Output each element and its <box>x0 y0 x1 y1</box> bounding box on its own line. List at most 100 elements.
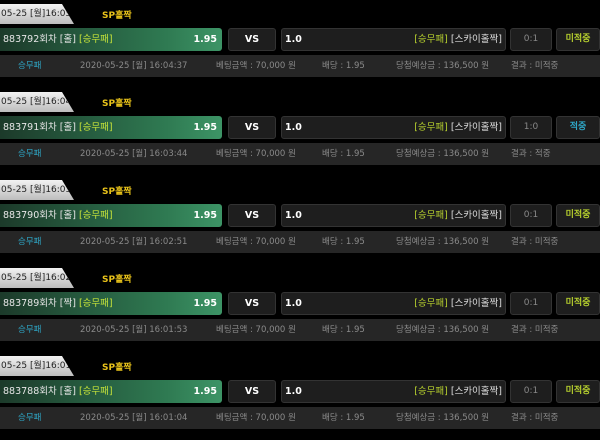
away-name: [스카이홀짝] <box>450 386 502 397</box>
result-badge: 미적중 <box>556 380 600 403</box>
bet-entry: 05-25 [월]16:03 SP홀짝 883790회차 [홀] [승무패] 1… <box>0 176 600 264</box>
bet-datetime: 2020-05-25 [월] 16:04:37 <box>80 61 188 71</box>
bet-header-tab: 05-25 [월]16:03 <box>0 180 74 200</box>
away-odds: 1.0 <box>285 298 302 309</box>
bet-datetime: 2020-05-25 [월] 16:01:04 <box>80 413 188 423</box>
vs-button[interactable]: VS <box>228 292 276 315</box>
home-odds: 1.95 <box>193 386 217 397</box>
bet-datetime: 2020-05-25 [월] 16:02:51 <box>80 237 188 247</box>
away-name: [스카이홀짝] <box>450 298 502 309</box>
bet-header-tab: 05-25 [월]16:04 <box>0 92 74 112</box>
bet-info-row: 승무패 2020-05-25 [월] 16:01:04 베팅금액 : 70,00… <box>0 407 600 429</box>
game-name: SP홀짝 <box>102 11 132 21</box>
home-odds: 1.95 <box>193 298 217 309</box>
away-bet-type: [승무패] <box>414 298 448 309</box>
away-odds: 1.0 <box>285 386 302 397</box>
result-text: 결과 : 미적중 <box>511 237 559 247</box>
away-bet-type: [승무패] <box>414 210 448 221</box>
bet-amount: 베팅금액 : 70,000 원 <box>216 413 296 423</box>
away-pick-button[interactable]: 1.0 [승무패] [스카이홀짝] <box>281 28 506 51</box>
away-odds: 1.0 <box>285 122 302 133</box>
game-name: SP홀짝 <box>102 275 132 285</box>
info-type: 승무패 <box>18 149 42 159</box>
info-type: 승무패 <box>18 413 42 423</box>
bet-amount: 베팅금액 : 70,000 원 <box>216 149 296 159</box>
side: [짝] <box>59 298 76 309</box>
bet-type: [승무패] <box>78 386 113 397</box>
home-pick-button[interactable]: 883791회차 [홀] [승무패] 1.95 <box>0 116 222 139</box>
bet-type: [승무패] <box>78 34 113 45</box>
away-pick-button[interactable]: 1.0 [승무패] [스카이홀짝] <box>281 380 506 403</box>
round: 883788회차 <box>3 386 57 397</box>
expected-payout: 당첨예상금 : 136,500 원 <box>396 413 490 423</box>
side: [홀] <box>59 122 76 133</box>
round: 883789회차 <box>3 298 57 309</box>
odds-info: 배당 : 1.95 <box>322 413 365 423</box>
bet-datetime: 2020-05-25 [월] 16:03:44 <box>80 149 188 159</box>
away-bet-type: [승무패] <box>414 386 448 397</box>
side: [홀] <box>59 210 76 221</box>
odds-info: 배당 : 1.95 <box>322 237 365 247</box>
round: 883792회차 <box>3 34 57 45</box>
away-bet-type: [승무패] <box>414 34 448 45</box>
odds-info: 배당 : 1.95 <box>322 61 365 71</box>
bet-type: [승무패] <box>78 210 113 221</box>
away-name: [스카이홀짝] <box>450 210 502 221</box>
bet-info-row: 승무패 2020-05-25 [월] 16:03:44 베팅금액 : 70,00… <box>0 143 600 165</box>
away-pick-button[interactable]: 1.0 [승무패] [스카이홀짝] <box>281 116 506 139</box>
expected-payout: 당첨예상금 : 136,500 원 <box>396 149 490 159</box>
bet-entry: 05-25 [월]16:04 SP홀짝 883791회차 [홀] [승무패] 1… <box>0 88 600 176</box>
bet-info-row: 승무패 2020-05-25 [월] 16:02:51 베팅금액 : 70,00… <box>0 231 600 253</box>
expected-payout: 당첨예상금 : 136,500 원 <box>396 61 490 71</box>
bet-type: [승무패] <box>78 298 113 309</box>
away-name: [스카이홀짝] <box>450 122 502 133</box>
bet-entry: 05-25 [월]16:02 SP홀짝 883789회차 [짝] [승무패] 1… <box>0 264 600 352</box>
round: 883790회차 <box>3 210 57 221</box>
info-type: 승무패 <box>18 237 42 247</box>
result-text: 결과 : 미적중 <box>511 413 559 423</box>
home-pick-button[interactable]: 883790회차 [홀] [승무패] 1.95 <box>0 204 222 227</box>
vs-button[interactable]: VS <box>228 116 276 139</box>
home-pick-button[interactable]: 883789회차 [짝] [승무패] 1.95 <box>0 292 222 315</box>
away-pick-button[interactable]: 1.0 [승무패] [스카이홀짝] <box>281 204 506 227</box>
away-name: [스카이홀짝] <box>450 34 502 45</box>
home-odds: 1.95 <box>193 34 217 45</box>
bet-type: [승무패] <box>78 122 113 133</box>
bet-amount: 베팅금액 : 70,000 원 <box>216 325 296 335</box>
odds-info: 배당 : 1.95 <box>322 149 365 159</box>
bet-entry: 05-25 [월]16:05 SP홀짝 883792회차 [홀] [승무패] 1… <box>0 0 600 88</box>
result-badge: 미적중 <box>556 28 600 51</box>
vs-button[interactable]: VS <box>228 204 276 227</box>
vs-button[interactable]: VS <box>228 28 276 51</box>
score: 0:1 <box>510 204 552 227</box>
away-bet-type: [승무패] <box>414 122 448 133</box>
game-name: SP홀짝 <box>102 363 132 373</box>
vs-button[interactable]: VS <box>228 380 276 403</box>
expected-payout: 당첨예상금 : 136,500 원 <box>396 325 490 335</box>
result-text: 결과 : 미적중 <box>511 61 559 71</box>
info-type: 승무패 <box>18 325 42 335</box>
home-odds: 1.95 <box>193 122 217 133</box>
bet-header-tab: 05-25 [월]16:02 <box>0 268 74 288</box>
bet-header-tab: 05-25 [월]16:01 <box>0 356 74 376</box>
bet-amount: 베팅금액 : 70,000 원 <box>216 61 296 71</box>
home-pick-button[interactable]: 883792회차 [홀] [승무패] 1.95 <box>0 28 222 51</box>
result-badge: 적중 <box>556 116 600 139</box>
round: 883791회차 <box>3 122 57 133</box>
home-pick-button[interactable]: 883788회차 [홀] [승무패] 1.95 <box>0 380 222 403</box>
score: 1:0 <box>510 116 552 139</box>
game-name: SP홀짝 <box>102 187 132 197</box>
result-text: 결과 : 미적중 <box>511 325 559 335</box>
score: 0:1 <box>510 292 552 315</box>
side: [홀] <box>59 34 76 45</box>
bet-info-row: 승무패 2020-05-25 [월] 16:01:53 베팅금액 : 70,00… <box>0 319 600 341</box>
bet-datetime: 2020-05-25 [월] 16:01:53 <box>80 325 188 335</box>
result-badge: 미적중 <box>556 292 600 315</box>
odds-info: 배당 : 1.95 <box>322 325 365 335</box>
bet-info-row: 승무패 2020-05-25 [월] 16:04:37 베팅금액 : 70,00… <box>0 55 600 77</box>
expected-payout: 당첨예상금 : 136,500 원 <box>396 237 490 247</box>
home-odds: 1.95 <box>193 210 217 221</box>
away-pick-button[interactable]: 1.0 [승무패] [스카이홀짝] <box>281 292 506 315</box>
game-name: SP홀짝 <box>102 99 132 109</box>
bet-entry: 05-25 [월]16:01 SP홀짝 883788회차 [홀] [승무패] 1… <box>0 352 600 440</box>
